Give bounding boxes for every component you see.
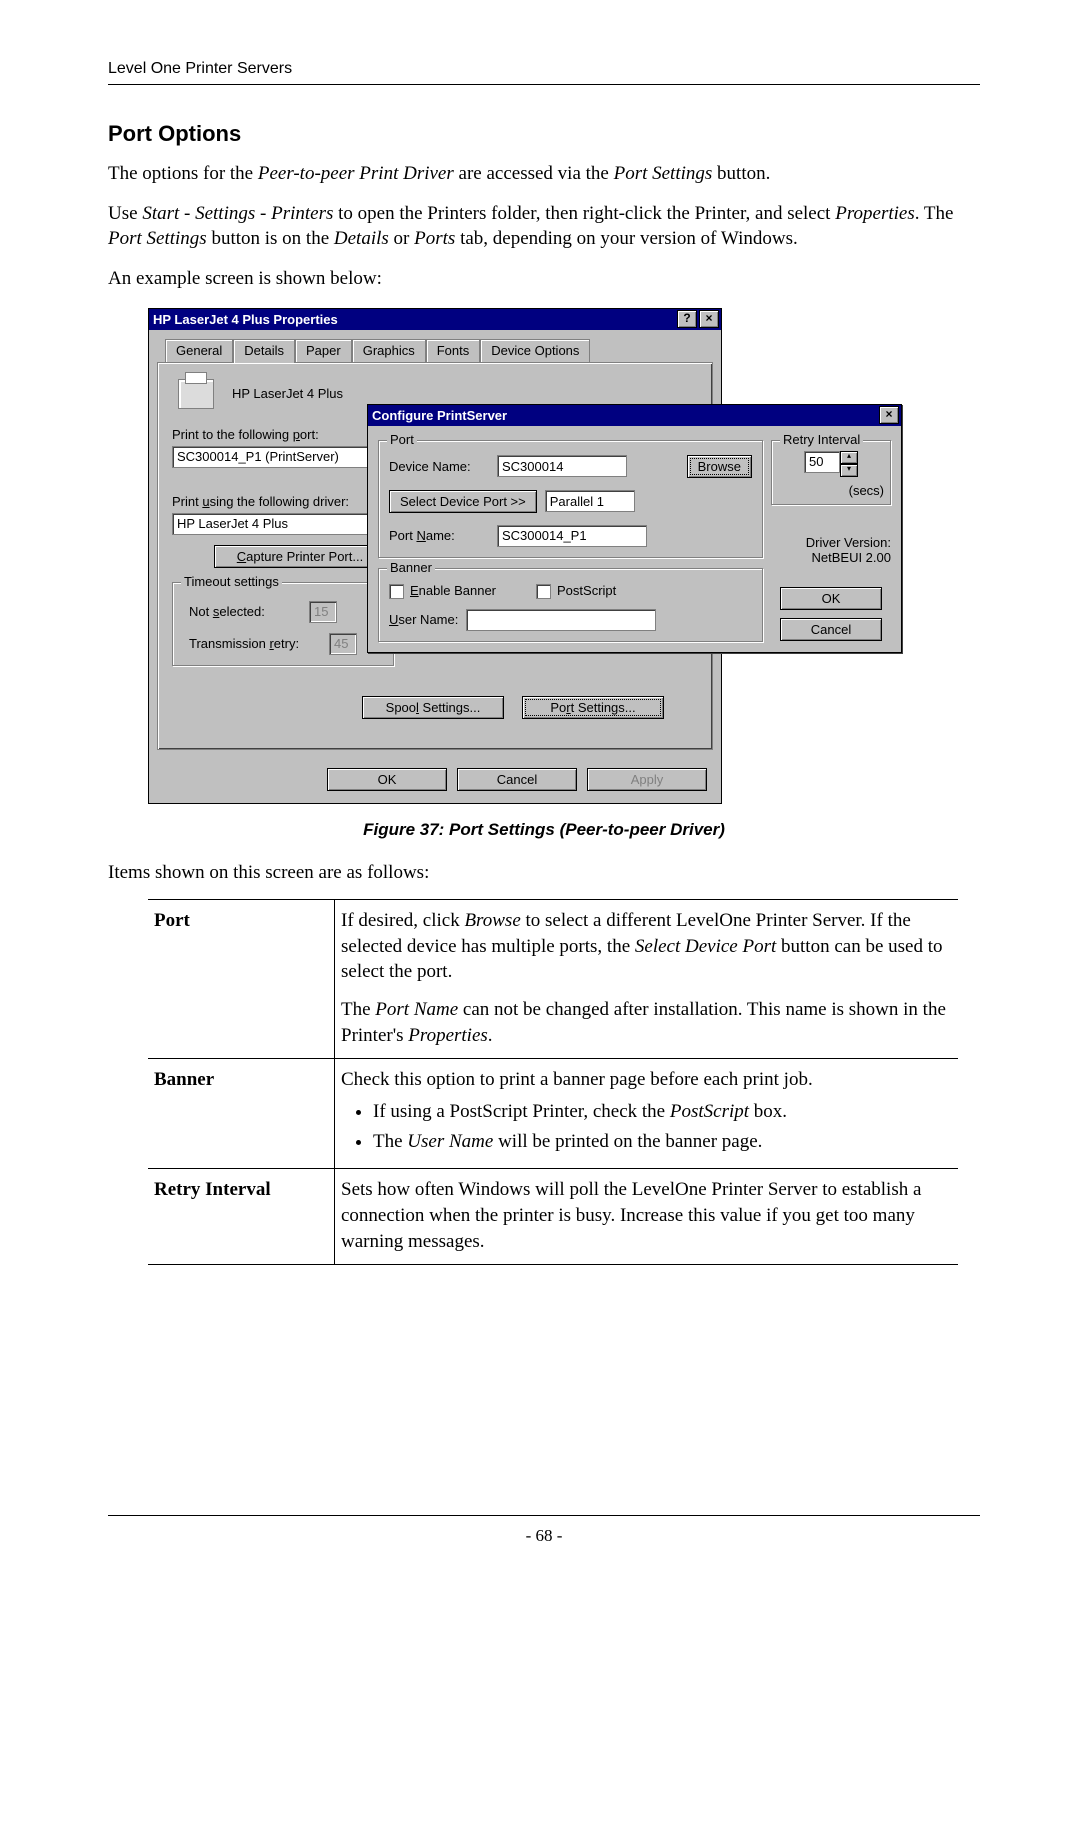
cancel-button[interactable]: Cancel	[457, 768, 577, 791]
banner-groupbox-legend: Banner	[387, 560, 435, 575]
inner-dialog-title: Configure PrintServer	[372, 408, 507, 423]
tab-graphics[interactable]: Graphics	[352, 339, 426, 363]
port-name-input: SC300014_P1	[497, 525, 647, 547]
device-name-input[interactable]: SC300014	[497, 455, 627, 477]
paragraph-4: Items shown on this screen are as follow…	[108, 860, 980, 886]
select-device-port-button[interactable]: Select Device Port >>	[389, 490, 537, 513]
properties-dialog: HP LaserJet 4 Plus Properties ? × Genera…	[148, 308, 722, 804]
inner-close-icon[interactable]: ×	[879, 406, 899, 424]
description-table: Port If desired, click Browse to select …	[148, 899, 958, 1265]
label-device-name: Device Name:	[389, 459, 489, 474]
ok-button[interactable]: OK	[327, 768, 447, 791]
paragraph-3: An example screen is shown below:	[108, 266, 980, 292]
row-retry-body: Sets how often Windows will poll the Lev…	[335, 1169, 959, 1265]
row-port-header: Port	[148, 900, 335, 1059]
label-not-selected: Not selected:	[189, 604, 299, 619]
page-header: Level One Printer Servers	[108, 60, 980, 85]
label-port-name: Port Name:	[389, 528, 489, 543]
inner-ok-button[interactable]: OK	[780, 587, 882, 610]
capture-port-button[interactable]: Capture Printer Port...	[214, 545, 386, 568]
driver-combobox[interactable]: HP LaserJet 4 Plus	[172, 513, 390, 535]
postscript-checkbox[interactable]: PostScript	[536, 583, 616, 599]
paragraph-1: The options for the Peer-to-peer Print D…	[108, 161, 980, 187]
timeout-groupbox-legend: Timeout settings	[181, 574, 282, 589]
spin-down-icon[interactable]: ▾	[840, 464, 858, 477]
help-icon[interactable]: ?	[677, 310, 697, 328]
section-title: Port Options	[108, 121, 980, 147]
user-name-input[interactable]	[466, 609, 656, 631]
figure-caption: Figure 37: Port Settings (Peer-to-peer D…	[108, 820, 980, 840]
tab-details[interactable]: Details	[233, 339, 295, 363]
row-banner-header: Banner	[148, 1059, 335, 1169]
printer-icon	[178, 379, 214, 409]
tab-device-options[interactable]: Device Options	[480, 339, 590, 363]
printer-name: HP LaserJet 4 Plus	[232, 386, 343, 401]
browse-button[interactable]: Browse	[687, 455, 752, 478]
port-combobox[interactable]: SC300014_P1 (PrintServer)	[172, 446, 390, 468]
label-trans-retry: Transmission retry:	[189, 636, 319, 651]
tab-paper[interactable]: Paper	[295, 339, 352, 363]
tabs: General Details Paper Graphics Fonts Dev…	[149, 330, 721, 362]
label-secs: (secs)	[778, 483, 884, 498]
spin-up-icon[interactable]: ▴	[840, 451, 858, 464]
trans-retry-input: 45	[329, 633, 357, 655]
tab-fonts[interactable]: Fonts	[426, 339, 481, 363]
spool-settings-button[interactable]: Spool Settings...	[362, 696, 504, 719]
dialog-title: HP LaserJet 4 Plus Properties	[153, 312, 338, 327]
paragraph-2: Use Start - Settings - Printers to open …	[108, 201, 980, 252]
enable-banner-checkbox[interactable]: Enable Banner	[389, 583, 496, 599]
page-footer: - 68 -	[108, 1515, 980, 1546]
driver-version: Driver Version: NetBEUI 2.00	[771, 535, 891, 565]
configure-printserver-dialog: Configure PrintServer × Port Device Name…	[367, 404, 902, 653]
row-retry-header: Retry Interval	[148, 1169, 335, 1265]
port-settings-button[interactable]: Port Settings...	[522, 696, 664, 719]
row-port-body: If desired, click Browse to select a dif…	[335, 900, 959, 1059]
dialog-button-row: OK Cancel Apply	[149, 758, 721, 803]
row-banner-body: Check this option to print a banner page…	[335, 1059, 959, 1169]
tab-general[interactable]: General	[165, 339, 233, 363]
titlebar: HP LaserJet 4 Plus Properties ? ×	[149, 309, 721, 330]
apply-button: Apply	[587, 768, 707, 791]
close-icon[interactable]: ×	[699, 310, 719, 328]
label-user-name: User Name:	[389, 612, 458, 627]
retry-interval-legend: Retry Interval	[780, 432, 863, 447]
port-groupbox-legend: Port	[387, 432, 417, 447]
not-selected-input: 15	[309, 601, 337, 623]
retry-interval-spinner[interactable]: 50 ▴▾	[778, 451, 884, 477]
inner-cancel-button[interactable]: Cancel	[780, 618, 882, 641]
device-port-value: Parallel 1	[545, 490, 635, 512]
